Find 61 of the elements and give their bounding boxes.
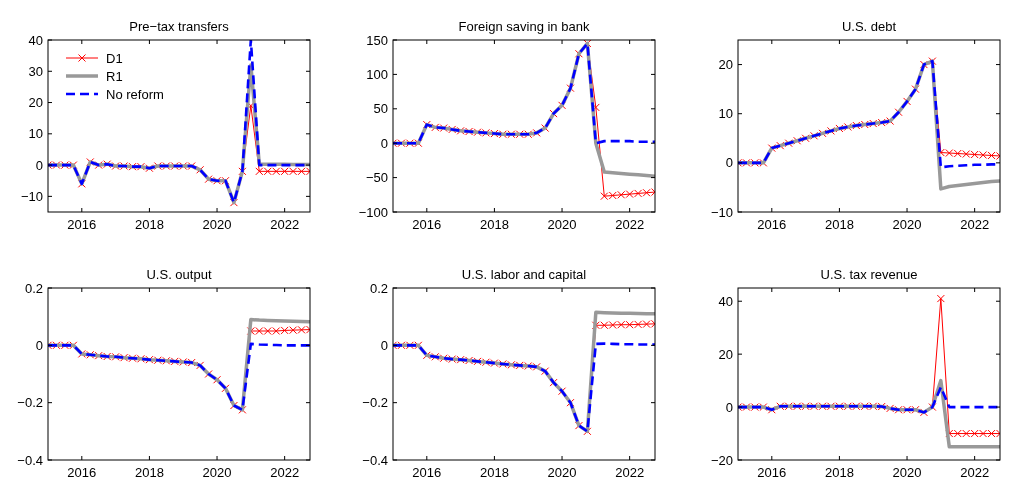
x-tick-label: 2022 [615, 465, 645, 480]
legend-label: R1 [106, 68, 123, 84]
y-tick-label: −0.4 [17, 452, 43, 468]
y-tick-label: 0.2 [24, 280, 43, 296]
y-tick-label: −20 [710, 452, 733, 468]
y-tick-label: 50 [373, 101, 388, 117]
x-tick-label: 2022 [270, 217, 300, 232]
x-tick-label: 2016 [412, 217, 442, 232]
y-tick-label: 20 [28, 95, 43, 111]
x-tick-label: 2018 [824, 217, 854, 232]
y-tick-label: −10 [710, 204, 733, 220]
chart-title: U.S. debt [841, 19, 897, 34]
y-tick-label: 40 [28, 32, 43, 48]
y-tick-label: 0 [725, 155, 733, 171]
y-tick-label: 150 [366, 32, 388, 48]
x-tick-label: 2018 [479, 465, 509, 480]
chart-title: Foreign saving in bank [458, 19, 590, 34]
y-tick-label: −50 [365, 170, 388, 186]
x-tick-label: 2018 [479, 217, 509, 232]
y-tick-label: 20 [718, 346, 733, 362]
x-tick-label: 2022 [615, 217, 645, 232]
y-tick-label: 0 [380, 337, 388, 353]
x-tick-label: 2020 [892, 217, 922, 232]
x-tick-label: 2020 [202, 465, 232, 480]
x-tick-label: 2016 [67, 217, 97, 232]
y-tick-label: −0.4 [362, 452, 388, 468]
x-tick-label: 2020 [547, 217, 577, 232]
x-tick-label: 2016 [412, 465, 442, 480]
y-tick-label: −0.2 [17, 395, 43, 411]
chart-title: U.S. labor and capital [461, 267, 587, 282]
x-tick-label: 2018 [824, 465, 854, 480]
y-tick-label: 0 [35, 337, 43, 353]
y-tick-label: 0 [35, 157, 43, 173]
chart-title: U.S. tax revenue [820, 267, 918, 282]
y-tick-label: 20 [718, 57, 733, 73]
x-tick-label: 2022 [960, 465, 990, 480]
x-tick-label: 2016 [67, 465, 97, 480]
y-tick-label: 30 [28, 63, 43, 79]
x-tick-label: 2020 [547, 465, 577, 480]
x-tick-label: 2020 [202, 217, 232, 232]
y-tick-label: 0 [380, 135, 388, 151]
y-tick-label: 10 [28, 126, 43, 142]
y-tick-label: 100 [366, 66, 388, 82]
y-tick-label: 0 [725, 399, 733, 415]
x-tick-label: 2018 [134, 217, 164, 232]
y-tick-label: 0.2 [369, 280, 388, 296]
y-tick-label: −100 [358, 204, 388, 220]
chart-title: Pre−tax transfers [129, 19, 230, 34]
legend-label: No reform [106, 86, 164, 102]
y-tick-label: 10 [718, 106, 733, 122]
x-tick-label: 2016 [757, 217, 787, 232]
x-tick-label: 2016 [757, 465, 787, 480]
y-tick-label: 40 [718, 293, 733, 309]
x-tick-label: 2022 [270, 465, 300, 480]
y-tick-label: −10 [20, 188, 43, 204]
chart-title: U.S. output [146, 267, 212, 282]
x-tick-label: 2020 [892, 465, 922, 480]
x-tick-label: 2018 [134, 465, 164, 480]
y-tick-label: −0.2 [362, 395, 388, 411]
legend-label: D1 [106, 50, 123, 66]
x-tick-label: 2022 [960, 217, 990, 232]
